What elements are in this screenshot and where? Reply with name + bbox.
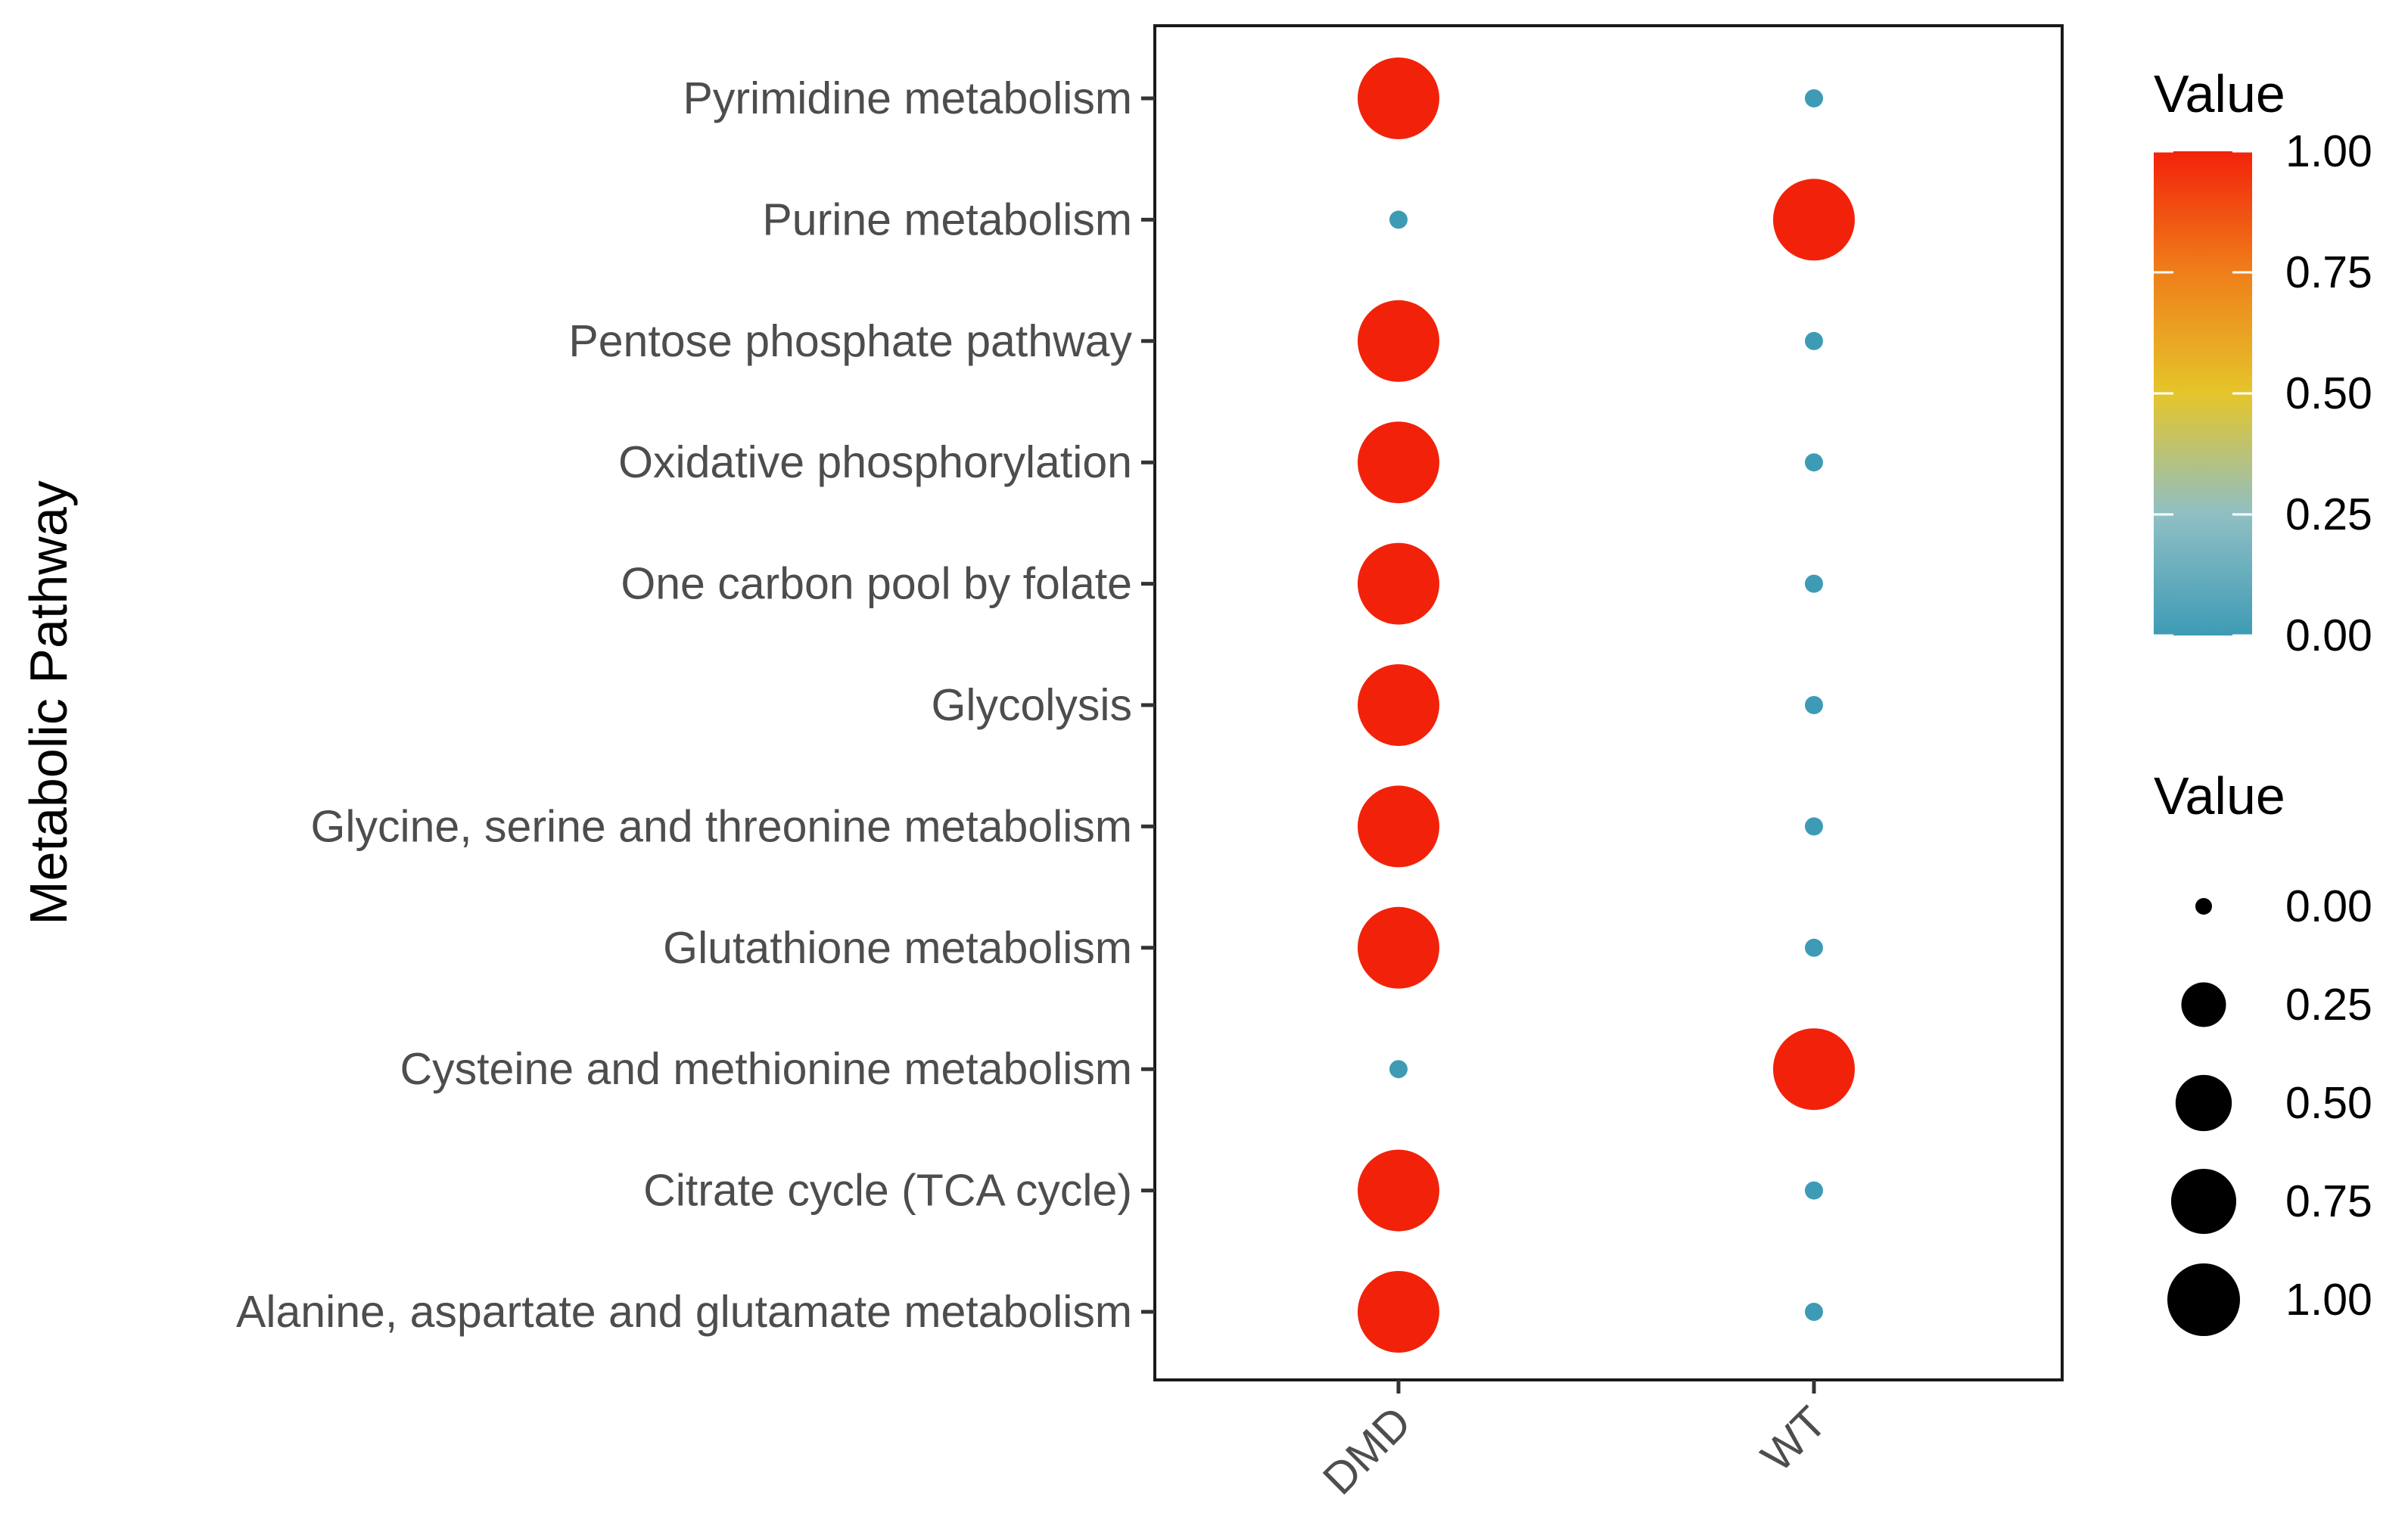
data-point <box>1358 542 1439 625</box>
x-axis: DMD WT <box>1314 1380 1837 1505</box>
data-point <box>1805 331 1823 350</box>
data-point <box>1805 1181 1823 1200</box>
data-point <box>1358 1149 1439 1232</box>
data-point <box>1805 696 1823 714</box>
y-tick-label: Pyrimidine metabolism <box>683 73 1132 123</box>
size-key-label: 0.00 <box>2285 881 2372 931</box>
x-tick-label: WT <box>1752 1397 1837 1482</box>
data-point <box>1358 421 1439 504</box>
y-tick-label: One carbon pool by folate <box>621 559 1132 609</box>
data-point <box>1358 57 1439 139</box>
color-tick-label: 0.50 <box>2285 368 2372 418</box>
data-point <box>1389 1060 1408 1079</box>
size-key <box>2175 1074 2232 1132</box>
y-tick-label: Cysteine and methionine metabolism <box>400 1044 1132 1094</box>
size-legend-keys: 0.00 0.25 0.50 0.75 1.00 <box>2167 881 2372 1336</box>
data-points <box>1358 57 1855 1353</box>
color-legend-title: Value <box>2154 64 2285 123</box>
data-point <box>1773 179 1855 261</box>
data-point <box>1358 906 1439 989</box>
color-tick-label: 0.75 <box>2285 247 2372 297</box>
data-point <box>1358 300 1439 382</box>
y-tick-label: Glycolysis <box>931 680 1132 730</box>
color-legend-ticks: 1.00 0.75 0.50 0.25 0.00 <box>2154 126 2372 660</box>
data-point <box>1805 574 1823 593</box>
size-legend-title: Value <box>2154 766 2285 825</box>
x-tick-label: DMD <box>1314 1397 1421 1505</box>
size-key-label: 0.25 <box>2285 980 2372 1030</box>
size-key <box>2181 982 2226 1027</box>
data-point <box>1358 664 1439 746</box>
data-point <box>1805 89 1823 107</box>
y-tick-label: Purine metabolism <box>762 194 1132 244</box>
color-tick-label: 0.00 <box>2285 611 2372 660</box>
y-tick-label: Glycine, serine and threonine metabolism <box>310 801 1132 851</box>
size-key-label: 0.75 <box>2285 1176 2372 1226</box>
plot-panel <box>1153 24 2064 1381</box>
color-tick-label: 1.00 <box>2285 126 2372 176</box>
data-point <box>1389 210 1408 229</box>
color-legend: Value 1.00 0.75 0.50 0.25 0.00 <box>2154 64 2372 660</box>
data-point <box>1805 1303 1823 1321</box>
color-tick-label: 0.25 <box>2285 489 2372 539</box>
size-key-label: 0.50 <box>2285 1078 2372 1128</box>
y-axis-title: Metabolic Pathway <box>19 480 78 925</box>
data-point <box>1358 785 1439 868</box>
data-point <box>1805 453 1823 472</box>
y-tick-label: Glutathione metabolism <box>663 923 1132 973</box>
y-tick-label: Pentose phosphate pathway <box>568 316 1132 366</box>
size-key-label: 1.00 <box>2285 1275 2372 1325</box>
data-point <box>1358 1271 1439 1353</box>
y-tick-label: Oxidative phosphorylation <box>618 437 1132 487</box>
size-legend: Value 0.00 0.25 0.50 0.75 1.00 <box>2154 766 2372 1336</box>
y-axis: Pyrimidine metabolism Purine metabolism Pe… <box>236 73 1155 1337</box>
size-key <box>2167 1263 2240 1336</box>
data-point <box>1805 817 1823 836</box>
data-point <box>1773 1028 1855 1111</box>
y-tick-label: Citrate cycle (TCA cycle) <box>643 1166 1132 1216</box>
y-tick-label: Alanine, aspartate and glutamate metabol… <box>236 1287 1132 1337</box>
size-key <box>2170 1168 2237 1235</box>
size-key <box>2195 898 2212 915</box>
data-point <box>1805 938 1823 957</box>
